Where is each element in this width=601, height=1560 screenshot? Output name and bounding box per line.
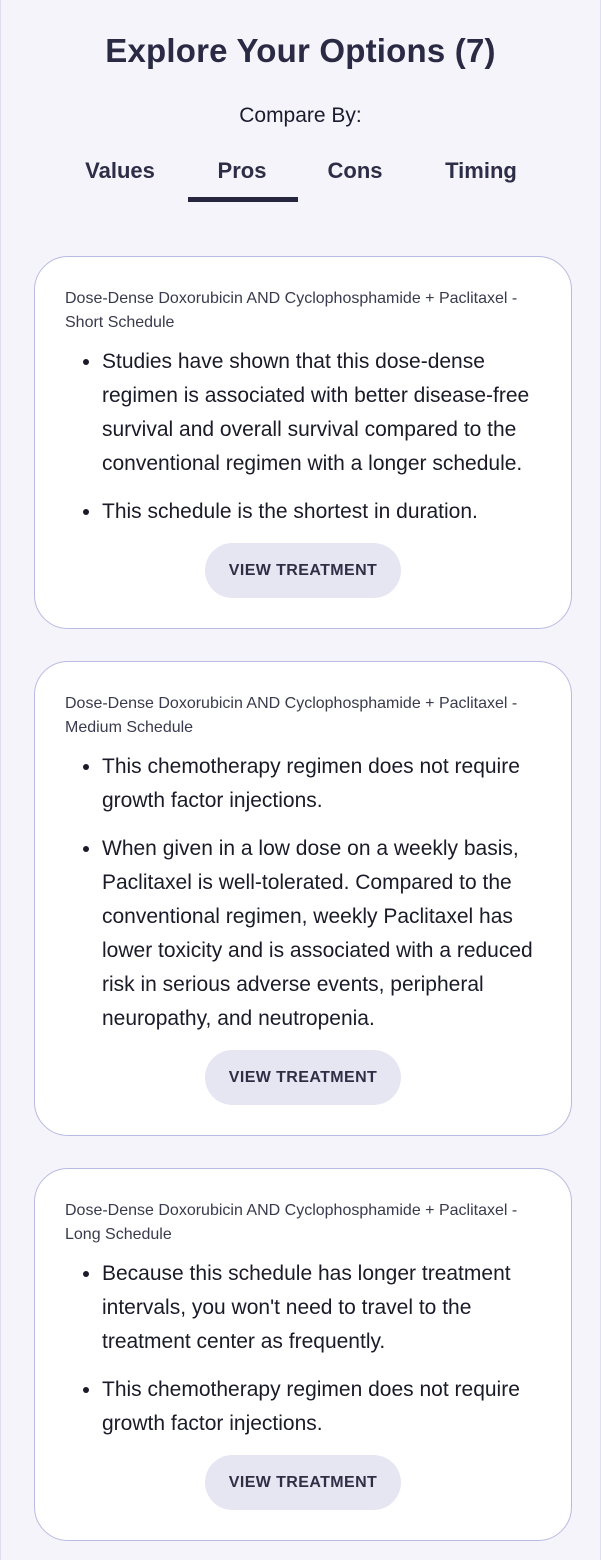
tab-timing[interactable]: Timing [445,158,517,183]
pros-list: Because this schedule has longer treatme… [65,1257,541,1441]
view-treatment-button[interactable]: VIEW TREATMENT [205,1050,401,1105]
active-tab-indicator [188,197,298,202]
pro-item: Because this schedule has longer treatme… [102,1257,541,1359]
treatment-title: Dose-Dense Doxorubicin AND Cyclophospham… [65,1202,518,1243]
button-row: VIEW TREATMENT [65,543,541,598]
pros-list: This chemotherapy regimen does not requi… [65,750,541,1036]
view-treatment-button[interactable]: VIEW TREATMENT [205,543,401,598]
treatment-title: Dose-Dense Doxorubicin AND Cyclophospham… [65,290,518,331]
view-treatment-button[interactable]: VIEW TREATMENT [205,1455,401,1510]
pro-item: This chemotherapy regimen does not requi… [102,1373,541,1441]
tab-pros[interactable]: Pros [217,158,267,183]
treatment-title: Dose-Dense Doxorubicin AND Cyclophospham… [65,695,518,736]
tab-values[interactable]: Values [85,158,155,183]
page-title: Explore Your Options (7) [105,32,496,69]
button-row: VIEW TREATMENT [65,1455,541,1510]
compare-by-label: Compare By: [239,104,362,127]
pro-item: When given in a low dose on a weekly bas… [102,832,541,1036]
pro-item: This schedule is the shortest in duratio… [102,495,541,529]
treatment-card: Dose-Dense Doxorubicin AND Cyclophospham… [34,1168,572,1541]
treatment-card-list: Dose-Dense Doxorubicin AND Cyclophospham… [34,256,572,1560]
pros-list: Studies have shown that this dose-dense … [65,345,541,529]
treatment-card: Dose-Dense Doxorubicin AND Cyclophospham… [34,256,572,629]
compare-tabs: Values Pros Cons Timing [1,152,600,202]
button-row: VIEW TREATMENT [65,1050,541,1105]
tab-cons[interactable]: Cons [327,158,383,183]
pro-item: Studies have shown that this dose-dense … [102,345,541,481]
pro-item: This chemotherapy regimen does not requi… [102,750,541,818]
treatment-card: Dose-Dense Doxorubicin AND Cyclophospham… [34,661,572,1136]
